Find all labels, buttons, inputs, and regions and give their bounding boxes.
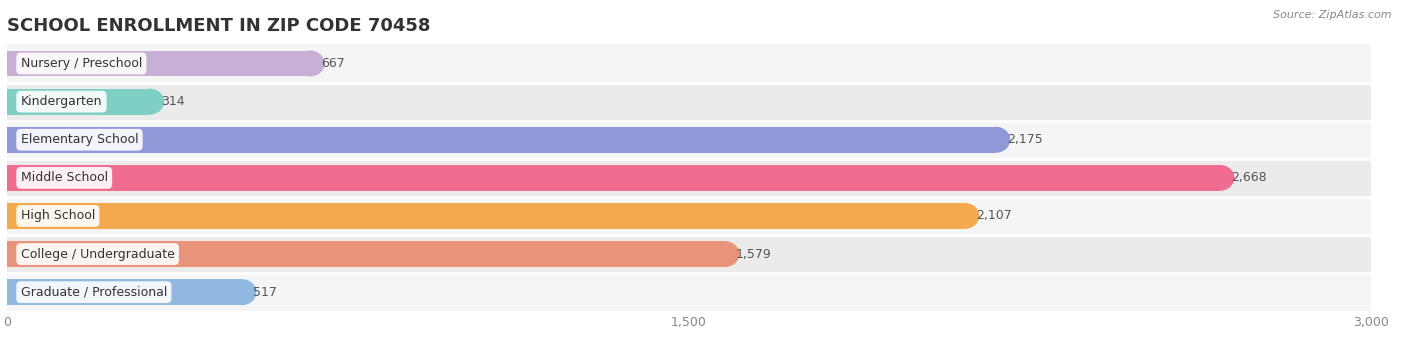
Ellipse shape <box>135 89 165 115</box>
Bar <box>7 241 725 267</box>
Ellipse shape <box>295 51 325 77</box>
Bar <box>7 235 1371 273</box>
Text: 314: 314 <box>160 95 184 108</box>
Bar <box>7 203 965 229</box>
Bar <box>7 44 1371 82</box>
Text: 2,175: 2,175 <box>1007 133 1042 146</box>
Bar <box>7 89 150 115</box>
Bar <box>7 197 1371 235</box>
Text: 667: 667 <box>321 57 344 70</box>
Text: Kindergarten: Kindergarten <box>21 95 103 108</box>
Text: 2,668: 2,668 <box>1230 171 1267 184</box>
Ellipse shape <box>950 203 980 229</box>
Text: Graduate / Professional: Graduate / Professional <box>21 286 167 299</box>
Bar <box>7 51 311 77</box>
Ellipse shape <box>1205 165 1234 191</box>
Ellipse shape <box>710 241 740 267</box>
Text: Middle School: Middle School <box>21 171 108 184</box>
Text: Source: ZipAtlas.com: Source: ZipAtlas.com <box>1274 10 1392 20</box>
Text: SCHOOL ENROLLMENT IN ZIP CODE 70458: SCHOOL ENROLLMENT IN ZIP CODE 70458 <box>7 16 430 35</box>
Ellipse shape <box>228 279 256 305</box>
Bar <box>7 82 1371 121</box>
Bar <box>7 127 995 153</box>
Text: High School: High School <box>21 209 96 222</box>
Bar <box>7 121 1371 159</box>
Text: Elementary School: Elementary School <box>21 133 138 146</box>
Text: 1,579: 1,579 <box>735 248 772 261</box>
Bar <box>7 165 1220 191</box>
Text: 517: 517 <box>253 286 277 299</box>
Text: 2,107: 2,107 <box>976 209 1011 222</box>
Ellipse shape <box>981 127 1011 153</box>
Text: College / Undergraduate: College / Undergraduate <box>21 248 174 261</box>
Bar <box>7 279 242 305</box>
Bar <box>7 273 1371 311</box>
Bar <box>7 159 1371 197</box>
Text: Nursery / Preschool: Nursery / Preschool <box>21 57 142 70</box>
